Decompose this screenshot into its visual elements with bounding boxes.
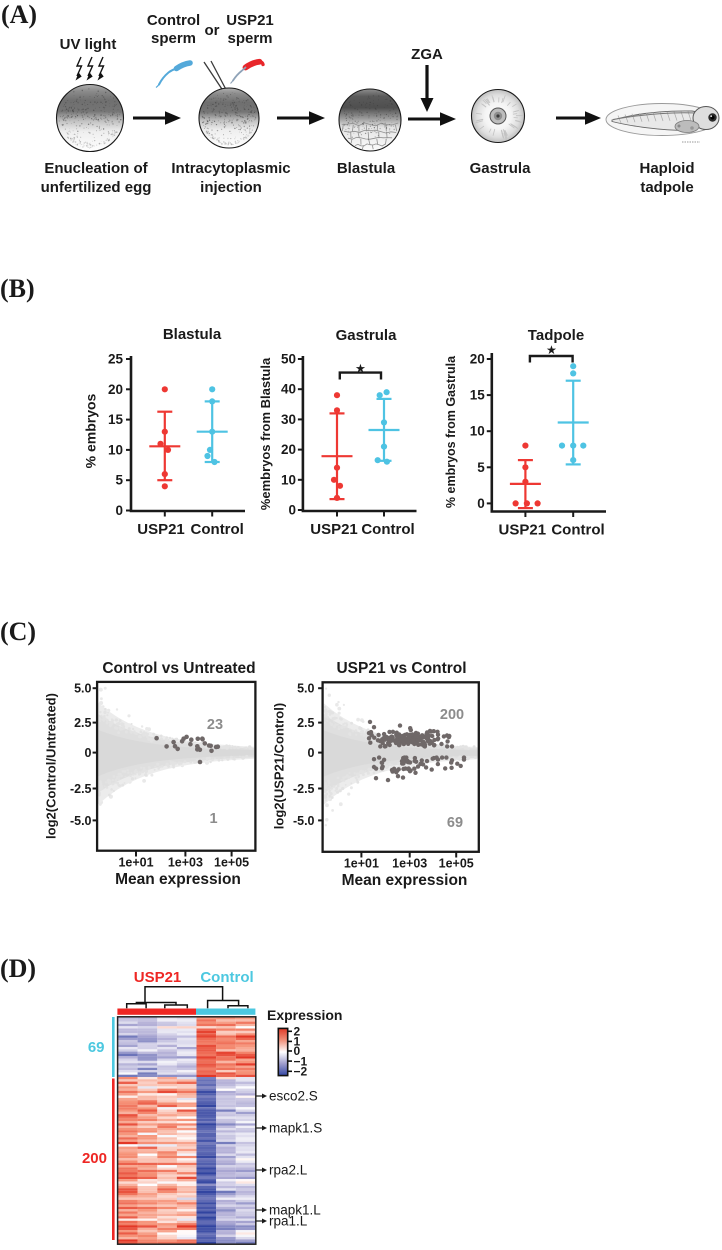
svg-text:sperm: sperm — [227, 30, 272, 47]
svg-text:0: 0 — [115, 503, 123, 518]
svg-text:2.5: 2.5 — [74, 716, 91, 730]
svg-text:50: 50 — [281, 352, 296, 367]
svg-text:or: or — [205, 22, 220, 39]
svg-text:5.0: 5.0 — [297, 682, 314, 696]
svg-text:Blastula: Blastula — [337, 160, 396, 177]
svg-text:1e+05: 1e+05 — [214, 856, 249, 870]
svg-text:15: 15 — [470, 388, 486, 403]
svg-text:Mean expression: Mean expression — [115, 871, 241, 888]
svg-text:(B): (B) — [0, 274, 35, 303]
svg-text:Control: Control — [551, 522, 604, 539]
svg-text:0: 0 — [308, 746, 315, 760]
svg-text:2: 2 — [294, 1025, 301, 1039]
svg-text:injection: injection — [200, 179, 262, 196]
svg-text:−1: −1 — [294, 1054, 308, 1068]
svg-text:20: 20 — [108, 382, 123, 397]
svg-text:★: ★ — [547, 345, 557, 357]
svg-text:esco2.S: esco2.S — [269, 1089, 318, 1104]
svg-text:200: 200 — [82, 1150, 107, 1167]
svg-text:5: 5 — [477, 460, 485, 475]
svg-text:USP21: USP21 — [310, 521, 358, 538]
svg-text:−2: −2 — [294, 1065, 308, 1079]
svg-text:rpa2.L: rpa2.L — [269, 1163, 308, 1178]
svg-text:23: 23 — [207, 717, 223, 733]
svg-text:69: 69 — [88, 1039, 105, 1056]
svg-text:40: 40 — [281, 382, 296, 397]
svg-text:mapk1.L: mapk1.L — [269, 1203, 321, 1218]
svg-text:-2.5: -2.5 — [70, 782, 92, 796]
svg-text:log2(USP21/Control): log2(USP21/Control) — [272, 703, 287, 829]
svg-text:(C): (C) — [0, 617, 36, 646]
svg-text:Expression: Expression — [267, 1007, 342, 1023]
svg-text:1: 1 — [294, 1035, 301, 1049]
svg-text:Tadpole: Tadpole — [528, 327, 584, 344]
svg-text:USP21: USP21 — [134, 969, 182, 986]
svg-text:rpa1.L: rpa1.L — [269, 1214, 308, 1229]
svg-text:sperm: sperm — [151, 30, 196, 47]
svg-text:15: 15 — [108, 412, 124, 427]
svg-text:% embryos: % embryos — [83, 393, 99, 468]
svg-text:1e+01: 1e+01 — [118, 856, 153, 870]
svg-text:-5.0: -5.0 — [70, 814, 92, 828]
svg-text:USP21: USP21 — [499, 522, 547, 539]
svg-text:unfertilized egg: unfertilized egg — [41, 179, 152, 196]
svg-text:(A): (A) — [1, 0, 37, 29]
svg-text:UV light: UV light — [60, 36, 117, 53]
svg-text:Intracytoplasmic: Intracytoplasmic — [171, 160, 290, 177]
svg-text:5.0: 5.0 — [74, 682, 91, 696]
svg-text:69: 69 — [447, 815, 463, 831]
svg-text:ZGA: ZGA — [411, 46, 443, 63]
svg-text:2.5: 2.5 — [297, 716, 314, 730]
svg-text:Control: Control — [191, 521, 244, 538]
svg-text:25: 25 — [108, 352, 124, 367]
svg-text:Control: Control — [200, 969, 253, 986]
svg-text:Gastrula: Gastrula — [470, 160, 532, 177]
svg-text:Enucleation of: Enucleation of — [44, 160, 148, 177]
svg-text:20: 20 — [281, 442, 296, 457]
svg-text:Control: Control — [147, 12, 200, 29]
svg-text:5: 5 — [115, 473, 123, 488]
svg-text:1e+01: 1e+01 — [344, 857, 379, 871]
svg-text:% embryos from Gastrula: % embryos from Gastrula — [444, 355, 458, 508]
svg-text:0: 0 — [477, 496, 485, 511]
svg-text:log2(Control/Untreated): log2(Control/Untreated) — [44, 693, 59, 839]
svg-text:0: 0 — [85, 746, 92, 760]
svg-text:10: 10 — [281, 472, 296, 487]
svg-text:10: 10 — [470, 424, 485, 439]
svg-text:Gastrula: Gastrula — [336, 327, 398, 344]
svg-text:mapk1.S: mapk1.S — [269, 1121, 322, 1136]
svg-text:Control: Control — [361, 521, 414, 538]
svg-text:USP21: USP21 — [137, 521, 185, 538]
svg-text:1: 1 — [209, 811, 217, 827]
svg-text:0: 0 — [288, 503, 296, 518]
svg-text:0: 0 — [294, 1044, 301, 1058]
svg-text:Blastula: Blastula — [163, 326, 222, 343]
svg-text:★: ★ — [356, 363, 366, 375]
svg-text:-2.5: -2.5 — [293, 782, 315, 796]
svg-text:%embryos from Blastula: %embryos from Blastula — [258, 357, 273, 510]
svg-text:10: 10 — [108, 442, 123, 457]
svg-text:20: 20 — [470, 352, 485, 367]
svg-text:200: 200 — [440, 707, 464, 723]
svg-text:1e+03: 1e+03 — [168, 856, 203, 870]
svg-text:1e+03: 1e+03 — [392, 857, 427, 871]
svg-text:(D): (D) — [0, 954, 36, 983]
svg-text:Control vs Untreated: Control vs Untreated — [102, 660, 255, 677]
svg-text:tadpole: tadpole — [640, 179, 693, 196]
svg-text:30: 30 — [281, 412, 296, 427]
svg-text:Haploid: Haploid — [640, 160, 695, 177]
svg-text:Mean expression: Mean expression — [342, 872, 468, 889]
svg-text:1e+05: 1e+05 — [439, 857, 474, 871]
svg-text:-5.0: -5.0 — [293, 814, 315, 828]
svg-text:USP21 vs Control: USP21 vs Control — [336, 660, 466, 677]
svg-text:USP21: USP21 — [226, 12, 274, 29]
